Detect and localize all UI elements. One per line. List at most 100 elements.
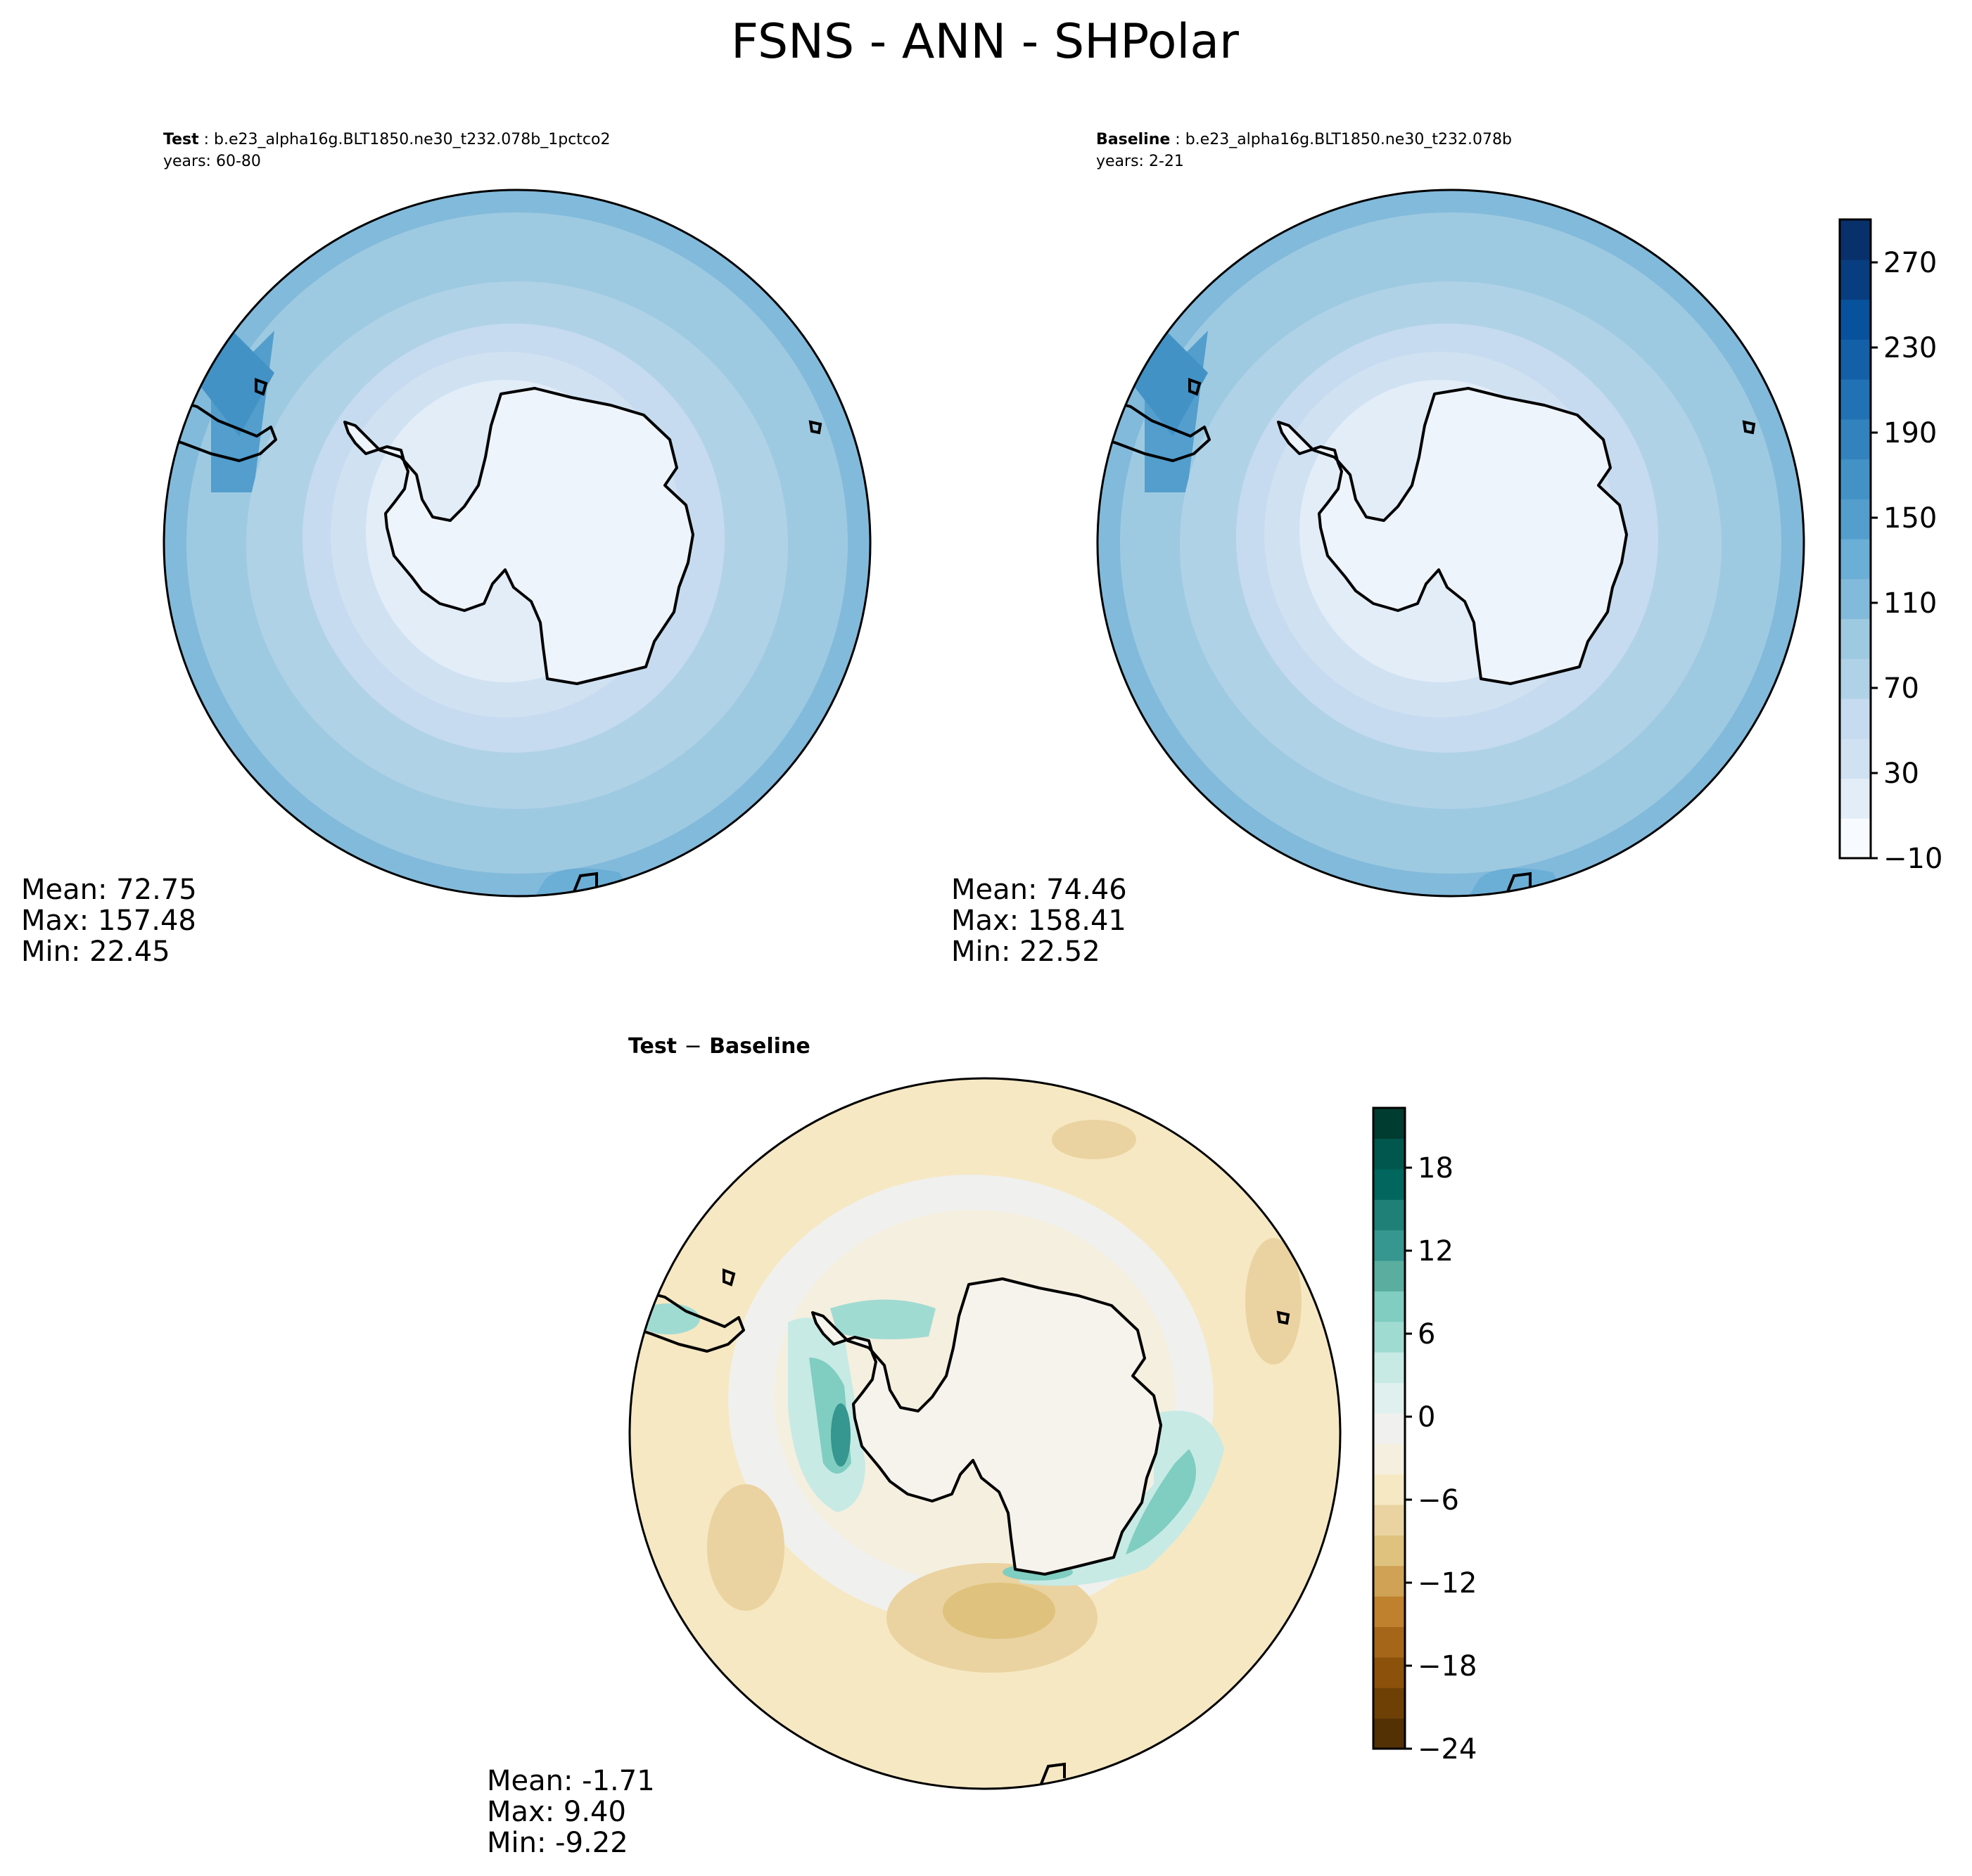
panel-test-max: Max: 157.48 — [21, 905, 196, 937]
island-outline — [1742, 420, 1756, 435]
south-america-coastline — [1098, 396, 1211, 462]
colorbar-diff-tick-label: −24 — [1418, 1733, 1477, 1766]
colorbar-diff-tick-label: −6 — [1418, 1484, 1459, 1517]
colorbar-diff-swatch — [1373, 1321, 1405, 1353]
panel-baseline-years: years: 2-21 — [1096, 153, 1184, 170]
colorbar-main-swatches — [1840, 219, 1871, 859]
colorbar-diff-swatch — [1373, 1291, 1405, 1322]
colorbar-main-swatch — [1840, 219, 1871, 260]
colorbar-diff-swatch — [1373, 1535, 1405, 1566]
colorbar-main-swatch — [1840, 499, 1871, 540]
colorbar-diff-swatch — [1373, 1412, 1405, 1444]
panel-test-label: Test — [163, 131, 199, 148]
colorbar-main-swatch — [1840, 618, 1871, 659]
panel-test-mean: Mean: 72.75 — [21, 874, 197, 906]
panel-baseline-case: : b.e23_alpha16g.BLT1850.ne30_t232.078b — [1170, 131, 1512, 148]
colorbar-diff-ticks: 18 12 6 0 −6 −12 −18 −24 — [1405, 1152, 1477, 1766]
panel-test-case: : b.e23_alpha16g.BLT1850.ne30_t232.078b_… — [199, 131, 611, 148]
panel-diff-max: Max: 9.40 — [487, 1796, 626, 1828]
panel-baseline-label: Baseline — [1096, 131, 1170, 148]
panel-baseline-header: Baseline : b.e23_alpha16g.BLT1850.ne30_t… — [1096, 131, 1512, 148]
colorbar-main-swatch — [1840, 738, 1871, 779]
south-america-coastline — [164, 396, 277, 462]
panel-test-map — [164, 190, 870, 896]
island-outline — [1506, 872, 1532, 894]
colorbar-diff: 18 12 6 0 −6 −12 −18 −24 — [1372, 1106, 1477, 1766]
colorbar-main-tick-label: 70 — [1883, 672, 1919, 705]
colorbar-diff-swatch — [1373, 1199, 1405, 1231]
panel-test-min: Min: 22.45 — [21, 936, 170, 968]
colorbar-main-swatch — [1840, 259, 1871, 300]
colorbar-diff-swatch — [1373, 1718, 1405, 1749]
colorbar-diff-tick-label: 0 — [1418, 1401, 1435, 1434]
panel-test: Test : b.e23_alpha16g.BLT1850.ne30_t232.… — [21, 131, 872, 968]
colorbar-diff-swatch — [1373, 1626, 1405, 1658]
south-america-coastline — [630, 1287, 745, 1353]
colorbar-main-tick-label: −10 — [1883, 843, 1942, 875]
colorbar-diff-tick-label: 12 — [1418, 1235, 1453, 1268]
island-outline — [572, 872, 598, 894]
island-outline — [723, 1268, 736, 1287]
colorbar-main-swatch — [1840, 818, 1871, 859]
colorbar-main-swatch — [1840, 419, 1871, 460]
colorbar-diff-swatch — [1373, 1108, 1405, 1139]
colorbar-main-tick-label: 30 — [1883, 758, 1919, 790]
panel-baseline-max: Max: 158.41 — [951, 905, 1126, 937]
colorbar-main-swatch — [1840, 459, 1871, 499]
panel-baseline-mean: Mean: 74.46 — [951, 874, 1127, 906]
colorbar-main-tick-label: 230 — [1883, 332, 1937, 364]
colorbar-diff-swatch — [1373, 1382, 1405, 1414]
colorbar-diff-swatches — [1373, 1108, 1405, 1749]
colorbar-diff-swatch — [1373, 1443, 1405, 1475]
panel-diff-title: Test − Baseline — [628, 1034, 810, 1059]
colorbar-main-swatch — [1840, 578, 1871, 620]
colorbar-diff-swatch — [1373, 1474, 1405, 1505]
colorbar-main-frame — [1838, 218, 1872, 860]
panel-diff: Test − Baseline — [487, 1034, 1342, 1859]
colorbar-diff-swatch — [1373, 1260, 1405, 1291]
colorbar-main-swatch — [1840, 539, 1871, 580]
colorbar-diff-swatch — [1373, 1230, 1405, 1261]
panel-diff-mean: Mean: -1.71 — [487, 1765, 655, 1797]
colorbar-main-ticks: 270 230 190 150 110 70 30 −10 — [1871, 247, 1942, 875]
colorbar-diff-frame — [1372, 1106, 1406, 1750]
island-outline — [1040, 1762, 1066, 1785]
colorbar-diff-swatch — [1373, 1687, 1405, 1719]
island-outline — [1188, 378, 1202, 396]
panel-test-years: years: 60-80 — [163, 153, 261, 170]
antarctica-coastline — [343, 387, 694, 685]
colorbar-main-swatch — [1840, 379, 1871, 420]
panel-diff-map — [630, 1078, 1340, 1789]
colorbar-diff-swatch — [1373, 1657, 1405, 1688]
island-outline — [1276, 1310, 1290, 1325]
colorbar-diff-swatch — [1373, 1504, 1405, 1536]
island-outline — [255, 378, 268, 396]
colorbar-main: 270 230 190 150 110 70 30 −10 — [1838, 218, 1942, 875]
colorbar-main-swatch — [1840, 698, 1871, 739]
colorbar-main-swatch — [1840, 658, 1871, 699]
colorbar-diff-swatch — [1373, 1565, 1405, 1597]
island-outline — [808, 420, 822, 435]
panel-test-boundary — [163, 189, 872, 898]
colorbar-main-tick-label: 150 — [1883, 502, 1937, 535]
panel-diff-min: Min: -9.22 — [487, 1827, 628, 1859]
panel-baseline-min: Min: 22.52 — [951, 936, 1100, 968]
figure-title: FSNS - ANN - SHPolar — [731, 14, 1239, 70]
colorbar-diff-tick-label: −18 — [1418, 1650, 1477, 1683]
colorbar-main-swatch — [1840, 778, 1871, 819]
colorbar-main-tick-label: 110 — [1883, 587, 1937, 620]
colorbar-diff-swatch — [1373, 1596, 1405, 1628]
antarctica-coastline — [1277, 387, 1628, 685]
colorbar-main-tick-label: 270 — [1883, 247, 1937, 279]
colorbar-diff-tick-label: 6 — [1418, 1318, 1435, 1351]
panel-baseline-map — [1098, 190, 1804, 896]
antarctica-coastline — [811, 1277, 1162, 1576]
colorbar-diff-swatch — [1373, 1352, 1405, 1384]
colorbar-diff-tick-label: 18 — [1418, 1152, 1453, 1185]
colorbar-diff-tick-label: −12 — [1418, 1567, 1477, 1600]
colorbar-main-swatch — [1840, 339, 1871, 380]
panel-test-header: Test : b.e23_alpha16g.BLT1850.ne30_t232.… — [163, 131, 610, 148]
panel-diff-boundary — [628, 1077, 1342, 1790]
panel-baseline: Baseline : b.e23_alpha16g.BLT1850.ne30_t… — [951, 131, 1805, 968]
